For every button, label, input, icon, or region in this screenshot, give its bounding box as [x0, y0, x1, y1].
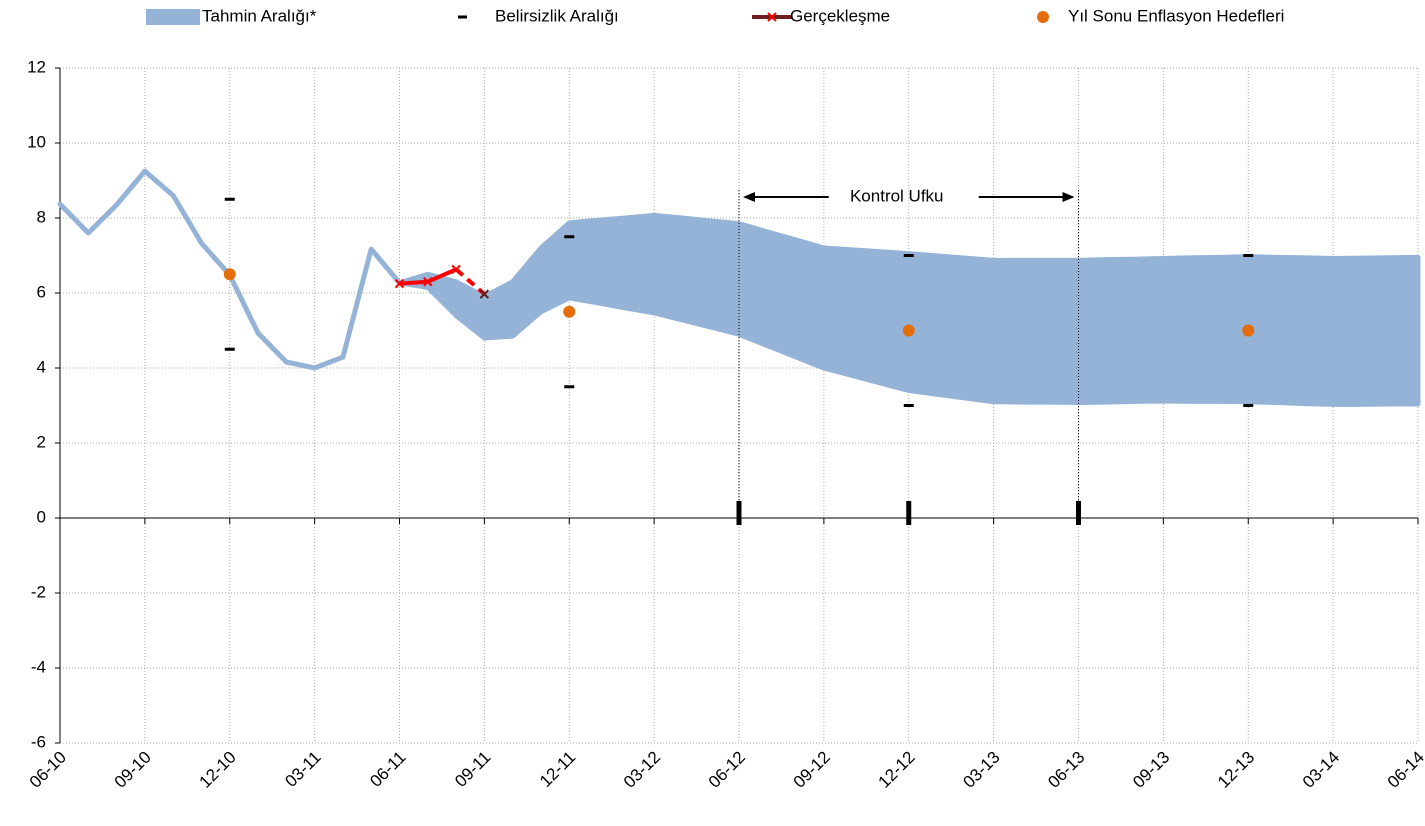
x-tick-label: 06-12 — [705, 748, 749, 792]
y-tick-label: 10 — [27, 132, 46, 151]
legend-label: Belirsizlik Aralığı — [495, 6, 619, 25]
y-tick-label: -2 — [31, 582, 46, 601]
legend-swatch — [1037, 11, 1049, 23]
y-tick-label: 12 — [27, 57, 46, 76]
x-tick-label: 12-13 — [1214, 748, 1258, 792]
uncertainty-mark — [1243, 404, 1254, 407]
x-tick-label: 12-12 — [875, 748, 919, 792]
x-tick-label: 09-10 — [111, 748, 155, 792]
y-tick-label: -4 — [31, 657, 46, 676]
uncertainty-mark — [224, 197, 235, 201]
uncertainty-mark — [903, 404, 914, 407]
x-tick-label: 06-14 — [1384, 748, 1425, 792]
uncertainty-mark — [1243, 254, 1254, 257]
uncertainty-mark — [903, 254, 914, 257]
axis-mark — [736, 501, 742, 525]
legend-swatch — [458, 15, 467, 19]
realized-point — [451, 264, 461, 275]
x-tick-label: 06-10 — [26, 748, 70, 792]
legend-swatch — [146, 9, 200, 25]
realized-point — [423, 277, 433, 287]
y-tick-label: -6 — [31, 732, 46, 751]
x-tick-label: 09-11 — [451, 748, 494, 791]
y-tick-label: 2 — [37, 432, 46, 451]
x-tick-label: 03-11 — [281, 748, 324, 791]
x-tick-label: 12-10 — [196, 748, 240, 792]
x-tick-label: 09-13 — [1129, 748, 1173, 792]
realized-point — [479, 289, 490, 299]
legend-label: Gerçekleşme — [790, 6, 890, 25]
uncertainty-mark — [564, 385, 575, 389]
x-tick-label: 03-12 — [620, 748, 664, 792]
y-tick-label: 6 — [37, 282, 46, 301]
legend-swatch — [767, 12, 777, 22]
arrow-head — [1062, 192, 1075, 202]
x-tick-label: 12-11 — [536, 748, 579, 791]
target-point — [902, 324, 915, 337]
x-tick-label: 03-13 — [959, 748, 1003, 792]
axis-mark — [1076, 501, 1081, 525]
target-point — [1242, 324, 1255, 337]
y-tick-label: 8 — [37, 207, 46, 226]
y-tick-label: 4 — [37, 357, 46, 376]
horizon-label: Kontrol Ufku — [850, 186, 944, 205]
target-point — [223, 268, 236, 281]
axis-mark — [906, 501, 912, 525]
realized-line-dashed — [454, 267, 486, 296]
uncertainty-mark — [224, 347, 235, 351]
x-tick-label: 03-14 — [1299, 748, 1343, 792]
uncertainty-mark — [564, 235, 575, 239]
legend-label: Tahmin Aralığı* — [202, 6, 317, 25]
realized-point — [394, 278, 405, 289]
x-tick-label: 06-11 — [366, 748, 409, 791]
x-tick-label: 06-13 — [1044, 748, 1088, 792]
legend-label: Yıl Sonu Enflasyon Hedefleri — [1068, 6, 1284, 25]
arrow-head — [743, 192, 755, 202]
y-tick-label: 0 — [37, 507, 46, 526]
target-point — [563, 305, 576, 318]
x-tick-label: 09-12 — [790, 748, 834, 792]
